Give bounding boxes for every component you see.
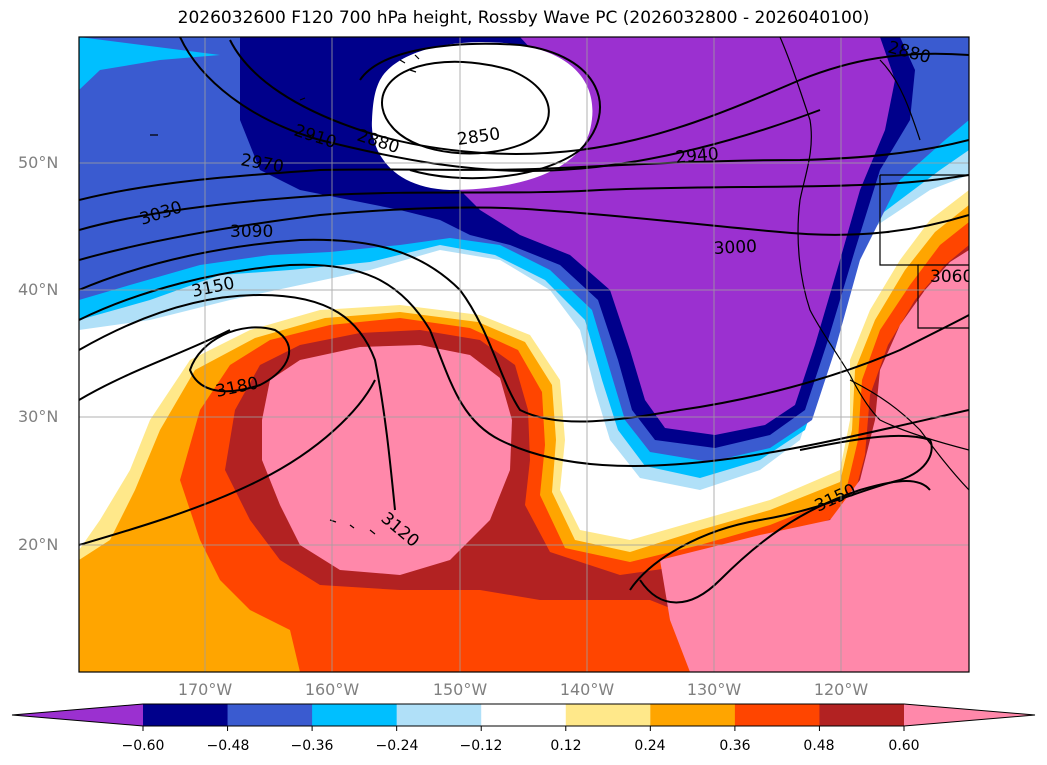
- colorbar-tick: 0.12: [550, 738, 582, 754]
- contour-label: 3090: [230, 222, 273, 242]
- lat-label: 30°N: [18, 407, 59, 426]
- colorbar-swatch: [819, 704, 905, 726]
- gridlines: [79, 37, 969, 672]
- contour-label: 3000: [713, 237, 757, 259]
- contour-label: 3060: [930, 267, 973, 287]
- lat-label: 20°N: [18, 535, 59, 554]
- lon-label: 170°W: [177, 680, 233, 699]
- height-contours: [79, 37, 969, 604]
- lon-label: 130°W: [686, 680, 742, 699]
- colorbar-swatch: [312, 704, 398, 726]
- map-title: 2026032600 F120 700 hPa height, Rossby W…: [177, 8, 870, 28]
- colorbar-extend-high: [904, 704, 1035, 726]
- lon-label: 150°W: [432, 680, 488, 699]
- colorbar-swatch: [565, 704, 651, 726]
- colorbar-swatch: [481, 704, 567, 726]
- colorbar-tick: 0.36: [719, 738, 751, 754]
- colorbar-swatch: [734, 704, 820, 726]
- lon-label: 140°W: [559, 680, 615, 699]
- colorbar-tick: 0.24: [634, 738, 666, 754]
- lon-label: 120°W: [813, 680, 869, 699]
- pos-anom-pink-east: [660, 250, 969, 672]
- lat-label: 40°N: [18, 280, 59, 299]
- colorbar-swatch: [143, 704, 229, 726]
- colorbar-tick: 0.48: [803, 738, 835, 754]
- colorbar: [11, 703, 1036, 731]
- map-frame: [78, 36, 970, 673]
- colorbar-tick: −0.48: [206, 738, 250, 754]
- lon-label: 160°W: [304, 680, 360, 699]
- pos-anom-pink-west: [262, 345, 512, 575]
- colorbar-extend-low: [12, 704, 143, 726]
- colorbar-swatch: [227, 704, 313, 726]
- colorbar-tick: −0.24: [375, 738, 419, 754]
- lat-label: 50°N: [18, 153, 59, 172]
- colorbar-swatch: [396, 704, 482, 726]
- contour-label: 2940: [675, 144, 720, 168]
- colorbar-tick: −0.12: [459, 738, 503, 754]
- colorbar-tick: −0.36: [290, 738, 334, 754]
- colorbar-tick: −0.60: [121, 738, 165, 754]
- colorbar-tick: 0.60: [888, 738, 920, 754]
- colorbar-swatch: [650, 704, 736, 726]
- coastlines: [150, 37, 969, 535]
